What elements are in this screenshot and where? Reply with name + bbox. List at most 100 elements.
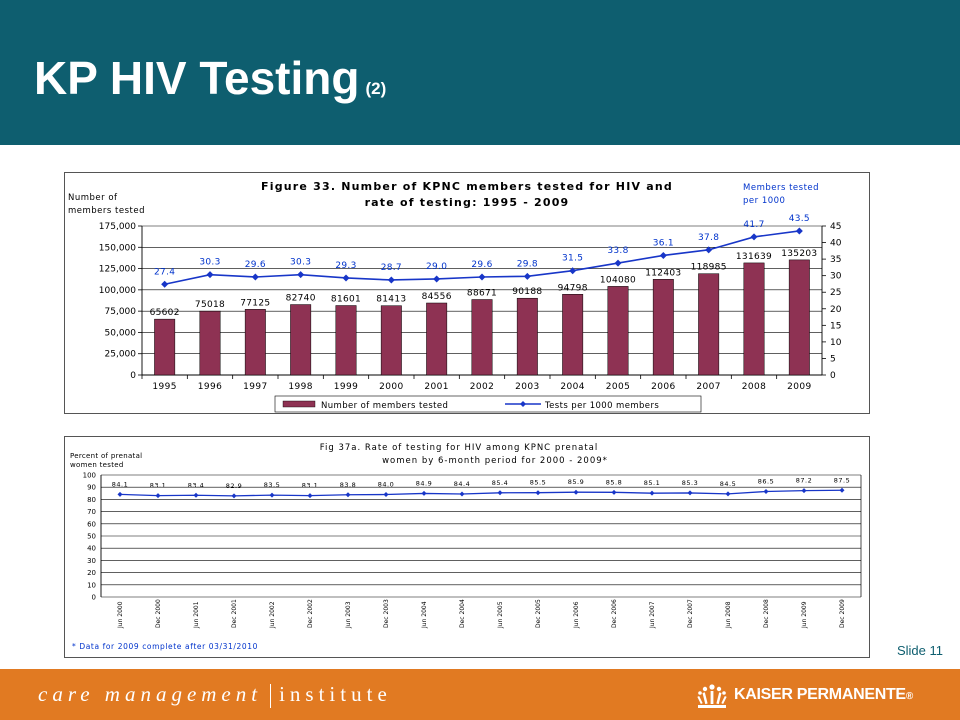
- chart1-bar-label: 82740: [286, 294, 316, 304]
- chart1-bar: [743, 262, 765, 376]
- chart1-ytick-label: 50,000: [105, 328, 137, 338]
- chart2-title-line1: Fig 37a. Rate of testing for HIV among K…: [320, 443, 599, 453]
- chart2-rate-label: 83.1: [302, 482, 318, 490]
- chart2-ytick-label: 20: [87, 569, 96, 577]
- chart1-rate-label: 27.4: [154, 267, 175, 277]
- chart1-rate-point: [251, 273, 259, 281]
- chart1-y2tick-label: 5: [830, 354, 836, 364]
- kaiser-permanente-logo: KAISER PERMANENTE®: [696, 682, 936, 710]
- chart1-xtick-label: 2005: [606, 382, 631, 392]
- chart2-ylabel-line1: Percent of prenatal: [70, 452, 142, 460]
- chart2-rate-point: [117, 491, 123, 497]
- chart2-rate-label: 85.4: [492, 479, 508, 487]
- chart1-y2label-line2: per 1000: [743, 196, 785, 206]
- chart1-rate-point: [478, 273, 486, 281]
- chart1-bar: [244, 309, 266, 376]
- chart-figure-33-svg: Figure 33. Number of KPNC members tested…: [68, 180, 842, 413]
- chart1-xtick-label: 2006: [651, 382, 676, 392]
- chart2-rate-point: [459, 491, 465, 497]
- chart2-rate-label: 83.1: [150, 482, 166, 490]
- chart2-ytick-label: 90: [87, 484, 96, 492]
- chart2-rate-point: [535, 490, 541, 496]
- chart2-xtick-label: Dec 2001: [231, 599, 238, 628]
- chart1-ytick-label: 150,000: [99, 243, 136, 253]
- chart1-bar-label: 84556: [422, 292, 452, 302]
- chart2-ytick-label: 80: [87, 496, 96, 504]
- chart1-rate-point: [795, 227, 803, 235]
- chart2-xtick-label: Dec 2008: [763, 599, 770, 628]
- chart2-ytick-label: 60: [87, 520, 96, 528]
- chart1-bar: [426, 302, 448, 376]
- chart1-rate-label: 29.6: [471, 260, 492, 270]
- chart1-legend-bar-swatch: [282, 400, 316, 408]
- chart1-bar-label: 112403: [645, 268, 681, 278]
- chart1-ylabel-line2: members tested: [68, 206, 145, 216]
- chart1-bar-label: 65602: [150, 308, 180, 318]
- chart2-rate-point: [231, 493, 237, 499]
- chart1-ytick-label: 0: [130, 371, 136, 381]
- chart2-rate-label: 85.3: [682, 479, 698, 487]
- chart1-rate-point: [614, 259, 622, 267]
- chart1-rate-label: 31.5: [562, 254, 583, 264]
- chart2-ytick-label: 0: [92, 594, 96, 602]
- chart2-xtick-label: Dec 2002: [307, 599, 314, 628]
- slide-number: Slide 11: [896, 643, 943, 658]
- chart2-rate-label: 86.5: [758, 477, 774, 485]
- chart2-rate-point: [649, 490, 655, 496]
- cmi-logo: care management institute: [38, 682, 392, 709]
- chart1-legend-box: [274, 395, 702, 413]
- chart2-xtick-label: Jun 2002: [269, 601, 276, 629]
- chart1-bar: [471, 299, 493, 376]
- chart1-rate-label: 29.0: [426, 262, 447, 272]
- chart1-y2tick-label: 15: [830, 321, 841, 331]
- chart1-xtick-label: 2008: [742, 382, 767, 392]
- chart2-rate-point: [687, 490, 693, 496]
- chart1-y2tick-label: 35: [830, 255, 841, 265]
- footer-band: [0, 669, 960, 720]
- chart1-title-line2: rate of testing: 1995 - 2009: [365, 196, 570, 209]
- chart1-xtick-label: 2007: [696, 382, 721, 392]
- chart1-xtick-label: 2001: [424, 382, 449, 392]
- chart1-rate-label: 29.3: [335, 261, 356, 271]
- chart2-ytick-label: 30: [87, 557, 96, 565]
- chart2-rate-label: 83.4: [188, 481, 204, 489]
- chart2-rate-point: [573, 489, 579, 495]
- chart2-xtick-label: Dec 2003: [383, 599, 390, 628]
- chart1-bar: [335, 305, 357, 376]
- chart2-footnote: * Data for 2009 complete after 03/31/201…: [72, 642, 258, 651]
- chart2-rate-label: 84.0: [378, 481, 394, 489]
- chart1-xtick-label: 2004: [560, 382, 585, 392]
- slide-title-text: KP HIV Testing: [34, 52, 360, 104]
- chart2-rate-point: [269, 492, 275, 498]
- kp-registered-mark: ®: [905, 691, 913, 702]
- chart1-rate-label: 33.8: [607, 246, 628, 256]
- chart2-xtick-label: Dec 2009: [839, 599, 846, 628]
- chart2-rate-label: 84.5: [720, 480, 736, 488]
- chart1-bar-label: 88671: [467, 289, 497, 299]
- title-band: [0, 0, 960, 145]
- chart1-ytick-label: 75,000: [105, 307, 137, 317]
- chart1-bar: [652, 279, 674, 376]
- chart2-xtick-label: Dec 2004: [459, 599, 466, 628]
- chart1-y2tick-label: 0: [830, 371, 836, 381]
- chart-figure-37a-svg: Fig 37a. Rate of testing for HIV among K…: [70, 443, 862, 651]
- chart2-xtick-label: Jun 2005: [497, 601, 504, 629]
- chart1-ytick-label: 25,000: [105, 350, 137, 360]
- kp-wordmark-text: KAISER PERMANENTE: [734, 686, 906, 703]
- chart1-legend-line-label: Tests per 1000 members: [544, 401, 659, 411]
- chart1-bar: [380, 305, 402, 376]
- chart1-rate-label: 37.8: [698, 233, 719, 243]
- chart2-rate-line: [119, 489, 843, 497]
- chart1-bar-label: 104080: [600, 275, 636, 285]
- chart1-y2label-line1: Members tested: [743, 183, 819, 193]
- chart2-xtick-label: Dec 2007: [687, 599, 694, 628]
- chart2-rate-label: 84.9: [416, 479, 432, 487]
- chart1-bar-label: 75018: [195, 300, 225, 310]
- chart1-ytick-label: 125,000: [99, 265, 136, 275]
- chart1-xtick-label: 1999: [334, 382, 359, 392]
- chart1-title-line1: Figure 33. Number of KPNC members tested…: [261, 180, 673, 193]
- chart1-y2tick-label: 40: [830, 239, 842, 249]
- chart1-rate-label: 36.1: [653, 238, 674, 248]
- chart2-xtick-label: Jun 2007: [649, 601, 656, 629]
- chart2-xtick-label: Jun 2009: [801, 601, 808, 629]
